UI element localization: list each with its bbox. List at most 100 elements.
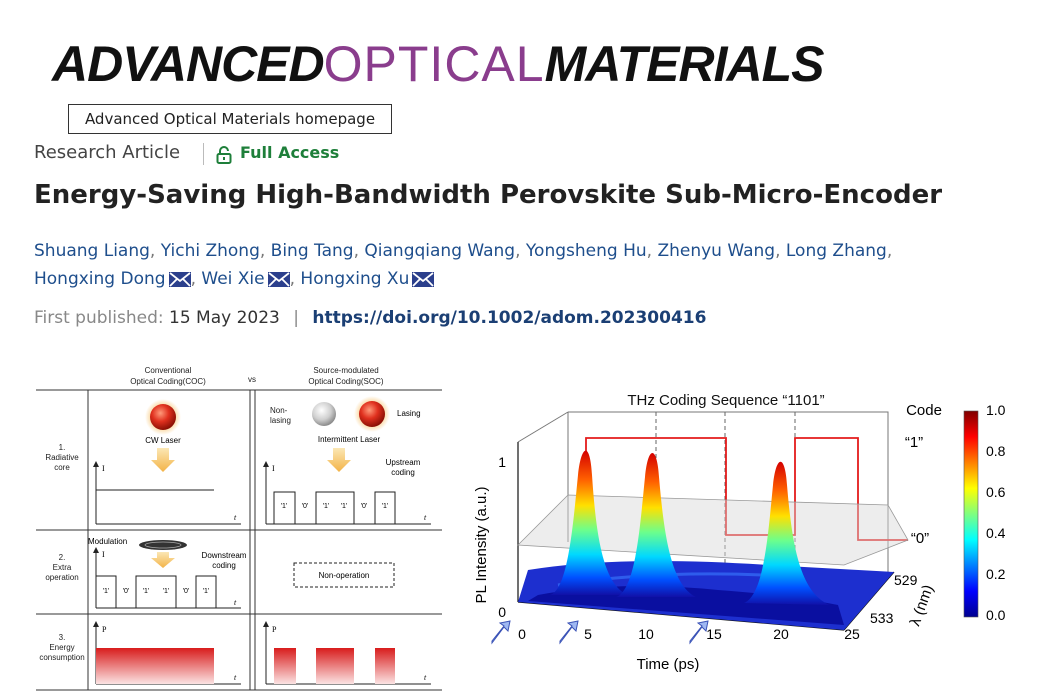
vs-label: vs [248, 375, 256, 384]
coc-code-2: '0' [123, 588, 130, 595]
svg-text:I: I [102, 550, 105, 559]
colorbar-tick: 0.0 [986, 607, 1006, 623]
row-label-radiative: 1. Radiative core [45, 443, 79, 472]
y-tick: 1 [498, 454, 506, 470]
pl-intensity-3d-chart: THz Coding Sequence “1101” PL Intensity … [473, 392, 1006, 673]
intermittent-laser-label: Intermittent Laser [318, 435, 381, 444]
soc-code-6: '1' [382, 503, 389, 510]
row-label-extra: 2. Extra operation [45, 553, 78, 582]
author-link[interactable]: Hongxing Dong [34, 269, 166, 289]
non-operation-label: Non-operation [319, 571, 370, 580]
coc-energy-bar [96, 648, 214, 684]
lasing-sphere [359, 401, 385, 427]
soc-code-1: '1' [281, 503, 288, 510]
logo-part-optical: OPTICAL [323, 36, 545, 92]
col-header-coc: Conventional Optical Coding(COC) [130, 366, 206, 386]
code-sequence-trace [585, 437, 908, 541]
lasing-label: Lasing [397, 409, 421, 418]
soc-pulse-train [273, 491, 396, 524]
axis-arrow-icon [93, 547, 99, 553]
colorbar-tick: 0.6 [986, 484, 1006, 500]
coc-code-1: '1' [103, 588, 110, 595]
coc-code-3: '1' [143, 588, 150, 595]
coc-pulse-train [96, 575, 217, 608]
code-level-0: “0” [911, 530, 929, 547]
unlock-icon [216, 146, 232, 164]
soc-code-5: '0' [361, 503, 368, 510]
svg-text:t: t [424, 673, 427, 682]
svg-text:t: t [424, 513, 427, 522]
logo-part-materials: MATERIALS [544, 36, 825, 92]
z-axis-label: λ (nm) [907, 583, 938, 629]
peak-10ps [616, 453, 696, 597]
downstream-label: Downstream coding [202, 551, 247, 570]
svg-text:t: t [234, 513, 237, 522]
peak-5ps [550, 450, 628, 595]
author-link[interactable]: Yichi Zhong [160, 241, 260, 261]
x-tick: 0 [518, 626, 526, 642]
article-title: Energy-Saving High-Bandwidth Perovskite … [34, 180, 943, 210]
author-link[interactable]: Wei Xie [201, 269, 265, 289]
author-link[interactable]: Bing Tang [270, 241, 354, 261]
email-icon[interactable] [267, 271, 290, 287]
x-axis-label: Time (ps) [637, 656, 700, 673]
coc-code-4: '1' [163, 588, 170, 595]
cw-laser-label: CW Laser [145, 436, 181, 445]
access-badge: Full Access [240, 143, 340, 162]
svg-text:P: P [102, 625, 107, 634]
soc-energy-bar [316, 648, 354, 684]
svg-text:P: P [272, 625, 277, 634]
down-arrow-icon [151, 448, 175, 472]
published-date: 15 May 2023 [169, 308, 280, 328]
soc-energy-bar [375, 648, 395, 684]
x-tick: 20 [773, 626, 789, 642]
y-axis-label: PL Intensity (a.u.) [473, 486, 490, 603]
published-label: First published: [34, 308, 164, 328]
pulse-arrow-icon [559, 620, 579, 645]
non-lasing-label: Non-lasing [270, 406, 291, 425]
journal-logo: ADVANCEDOPTICALMATERIALS [52, 34, 825, 94]
author-link[interactable]: Qiangqiang Wang [364, 241, 516, 261]
coc-code-6: '1' [203, 588, 210, 595]
email-icon[interactable] [168, 271, 191, 287]
soc-code-4: '1' [341, 503, 348, 510]
author-link[interactable]: Zhenyu Wang [657, 241, 776, 261]
journal-homepage-button[interactable]: Advanced Optical Materials homepage [68, 104, 392, 134]
author-link[interactable]: Shuang Liang [34, 241, 150, 261]
peak-20ps [744, 461, 830, 605]
x-tick: 25 [844, 626, 860, 642]
logo-part-advanced: ADVANCED [52, 36, 325, 92]
doi-link[interactable]: https://doi.org/10.1002/adom.202300416 [312, 308, 707, 328]
pulse-arrow-icon [491, 620, 511, 645]
author-link[interactable]: Yongsheng Hu [525, 241, 647, 261]
svg-text:I: I [272, 464, 275, 473]
colorbar [963, 410, 979, 618]
author-link[interactable]: Long Zhang [785, 241, 887, 261]
z-tick: 533 [870, 610, 894, 626]
axis-arrow-icon [93, 621, 99, 627]
axis-arrow-icon [93, 461, 99, 467]
divider [203, 143, 204, 165]
svg-text:t: t [234, 673, 237, 682]
axis-arrow-icon [263, 461, 269, 467]
non-operation-box [293, 562, 395, 588]
chopper-wheel-icon [139, 540, 187, 550]
coding-schematic-figure: Conventional Optical Coding(COC) vs Sourc… [36, 366, 442, 691]
colorbar-tick: 0.8 [986, 443, 1006, 459]
author-link[interactable]: Hongxing Xu [300, 269, 410, 289]
colorbar-tick: 1.0 [986, 402, 1006, 418]
chart-title: THz Coding Sequence “1101” [627, 392, 824, 409]
z-tick: 529 [894, 572, 918, 588]
svg-text:t: t [234, 598, 237, 607]
colorbar-tick: 0.4 [986, 525, 1006, 541]
down-arrow-icon [327, 448, 351, 472]
y-tick: 0 [498, 604, 506, 620]
colorbar-tick: 0.2 [986, 566, 1006, 582]
code-level-1: “1” [905, 434, 923, 451]
cw-laser-sphere [150, 404, 176, 430]
svg-text:I: I [102, 464, 105, 473]
modulation-label: Modulation [88, 537, 127, 546]
axis-arrow-icon [263, 621, 269, 627]
non-lasing-sphere [312, 402, 336, 426]
email-icon[interactable] [412, 271, 435, 287]
